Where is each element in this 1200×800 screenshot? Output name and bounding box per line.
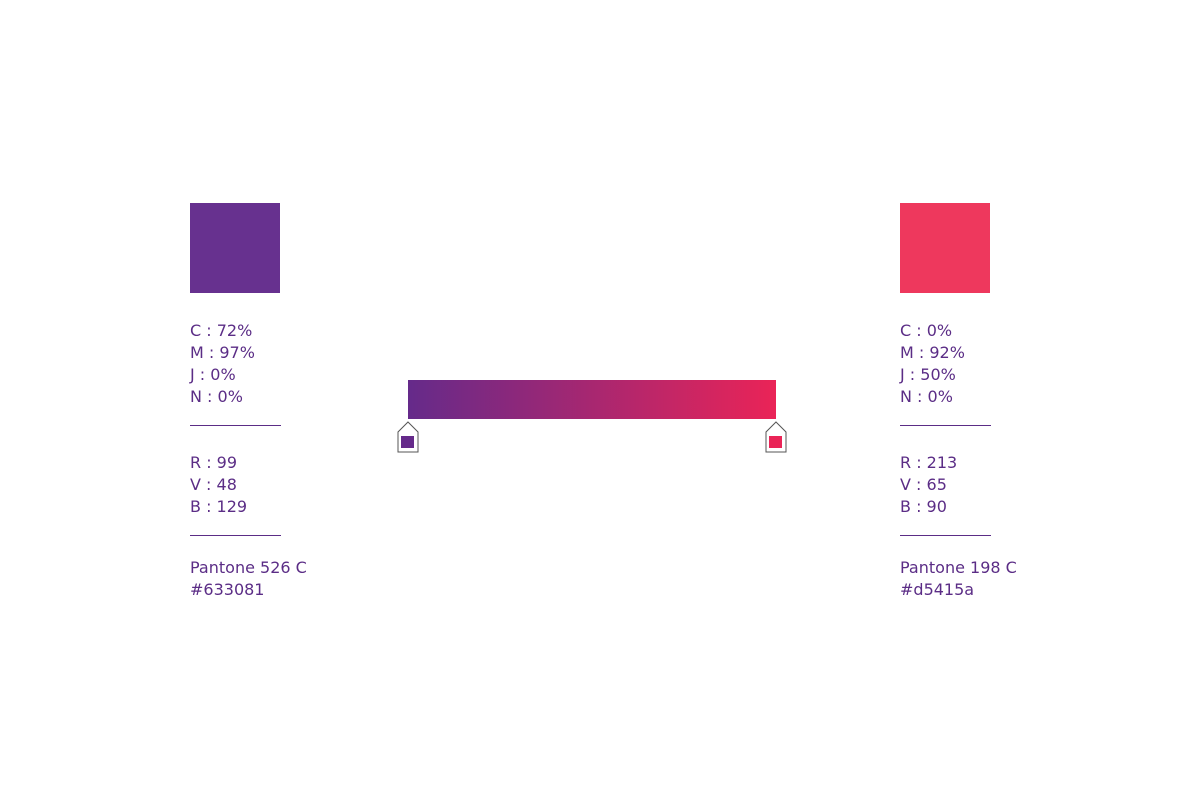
cmyk-line: J : 0% — [190, 365, 236, 384]
hex-code: #d5415a — [900, 580, 975, 599]
rgb-line: B : 129 — [190, 497, 248, 516]
divider — [900, 535, 991, 536]
stop-color[interactable] — [401, 436, 414, 448]
rgb-line: R : 213 — [900, 453, 958, 472]
cmyk-line: N : 0% — [190, 387, 243, 406]
cmyk-line: C : 72% — [190, 321, 253, 340]
rgb-line: V : 65 — [900, 475, 947, 494]
hex-code: #633081 — [190, 580, 265, 599]
cmyk-line: M : 92% — [900, 343, 965, 362]
divider — [900, 425, 991, 426]
rgb-line: V : 48 — [190, 475, 237, 494]
rgb-line: R : 99 — [190, 453, 238, 472]
stop-color[interactable] — [769, 436, 782, 448]
pantone: Pantone 198 C — [900, 558, 1017, 577]
cmyk-line: M : 97% — [190, 343, 255, 362]
cmyk-line: J : 50% — [900, 365, 956, 384]
color-swatch — [190, 203, 280, 293]
cmyk-line: N : 0% — [900, 387, 953, 406]
cmyk-line: C : 0% — [900, 321, 953, 340]
color-swatch — [900, 203, 990, 293]
divider — [190, 535, 281, 536]
rgb-line: B : 90 — [900, 497, 947, 516]
divider — [190, 425, 281, 426]
gradient-bar — [408, 380, 776, 419]
pantone: Pantone 526 C — [190, 558, 307, 577]
